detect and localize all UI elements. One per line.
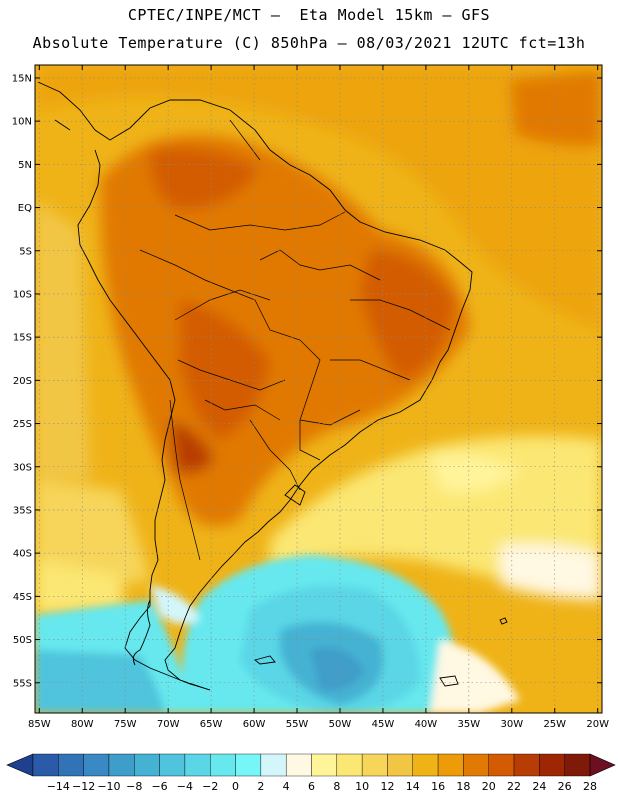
lon-tick-label: 20W: [586, 719, 609, 730]
map-frame: [34, 64, 603, 714]
colorbar-swatch: [539, 753, 565, 777]
colorbar-swatch: [463, 753, 489, 777]
colorbar-swatch: [311, 753, 338, 777]
lat-lon-grid: [35, 65, 602, 713]
colorbar-label: −6: [151, 780, 167, 793]
colorbar-swatch: [159, 753, 186, 777]
lon-tick-label: 50W: [329, 719, 352, 730]
colorbar-label: 10: [355, 780, 369, 793]
country-borders: [139, 119, 451, 561]
coastlines: [37, 81, 508, 691]
colorbar-swatch: [83, 753, 110, 777]
colorbar-label: −4: [177, 780, 193, 793]
colorbar-swatch: [437, 753, 464, 777]
colorbar-label: −14: [47, 780, 70, 793]
colorbar-label: 4: [283, 780, 290, 793]
lat-tick-label: EQ: [18, 203, 32, 214]
lat-tick-label: 15N: [12, 73, 32, 84]
colorbar-label: −10: [97, 780, 120, 793]
colorbar-swatch: [108, 753, 135, 777]
colorbar-swatch: [336, 753, 363, 777]
lon-tick-label: 30W: [500, 719, 523, 730]
lon-tick-label: 35W: [458, 719, 481, 730]
colorbar-swatch: [210, 753, 236, 777]
colorbar-label: 18: [456, 780, 470, 793]
lat-tick-label: 20S: [13, 376, 32, 387]
colorbar-label: 2: [257, 780, 264, 793]
lat-tick-label: 10N: [12, 117, 32, 128]
lon-tick-label: 45W: [372, 719, 395, 730]
map-subtitle: Absolute Temperature (C) 850hPa – 08/03/…: [32, 34, 586, 52]
colorbar-label: −2: [202, 780, 218, 793]
colorbar-label: 22: [507, 780, 521, 793]
colorbar-arrow-low: [6, 753, 34, 777]
longitude-labels: 85W 80W 75W 70W 65W 60W 55W 50W 45W 40W 35W 30W 25W 2…: [28, 65, 609, 730]
lon-tick-label: 80W: [71, 719, 94, 730]
colorbar-label: −12: [72, 780, 95, 793]
colorbar-swatch: [564, 753, 591, 777]
colorbar-swatch: [58, 753, 84, 777]
colorbar-label: 6: [308, 780, 315, 793]
colorbar-swatch: [387, 753, 413, 777]
colorbar-swatch: [235, 753, 262, 777]
lon-tick-label: 60W: [243, 719, 266, 730]
lat-tick-label: 30S: [13, 462, 32, 473]
colorbar-swatch: [285, 753, 312, 777]
lat-tick-label: 40S: [13, 549, 32, 560]
colorbar-swatch: [412, 753, 439, 777]
lat-tick-label: 35S: [13, 505, 32, 516]
lat-tick-label: 55S: [13, 678, 32, 689]
colorbar-label: 14: [406, 780, 420, 793]
colorbar-swatch: [513, 753, 540, 777]
colorbar-label: −8: [126, 780, 142, 793]
colorbar-swatch: [488, 753, 515, 777]
colorbar-swatch: [260, 753, 287, 777]
lon-tick-label: 70W: [157, 719, 180, 730]
map-title: CPTEC/INPE/MCT – Eta Model 15km – GFS: [127, 6, 491, 24]
lon-tick-label: 55W: [286, 719, 309, 730]
colorbar: −14 −12 −10 −8 −6 −4 −2 0 2 4 6 8 10 12 14 16 18 20 22 24 26…: [6, 753, 616, 793]
lat-tick-label: 15S: [13, 333, 32, 344]
colorbar-label: 16: [431, 780, 445, 793]
lat-tick-label: 5S: [19, 246, 32, 257]
lat-tick-label: 45S: [13, 592, 32, 603]
colorbar-swatch: [134, 753, 160, 777]
lat-tick-label: 10S: [13, 289, 32, 300]
colorbar-arrow-high: [589, 753, 616, 777]
colorbar-label: 24: [532, 780, 546, 793]
lon-tick-label: 40W: [415, 719, 438, 730]
lat-tick-label: 5N: [18, 160, 32, 171]
colorbar-label: 20: [482, 780, 496, 793]
colorbar-label: 8: [333, 780, 340, 793]
colorbar-swatch: [184, 753, 211, 777]
lon-tick-label: 25W: [543, 719, 566, 730]
lon-tick-label: 75W: [114, 719, 137, 730]
colorbar-label: 28: [583, 780, 597, 793]
temperature-field: [35, 65, 602, 713]
lat-tick-label: 25S: [13, 419, 32, 430]
colorbar-swatch: [361, 753, 388, 777]
colorbar-label: 26: [558, 780, 572, 793]
lon-tick-label: 65W: [200, 719, 223, 730]
colorbar-label: 0: [232, 780, 239, 793]
colorbar-label: 12: [380, 780, 394, 793]
latitude-labels: 15N 10N 5N EQ 5S 10S 15S 20S 25S 30S 35S 40S 45S 50S 5…: [12, 73, 602, 689]
lon-tick-label: 85W: [28, 719, 51, 730]
colorbar-swatch: [32, 753, 59, 777]
lat-tick-label: 50S: [13, 635, 32, 646]
